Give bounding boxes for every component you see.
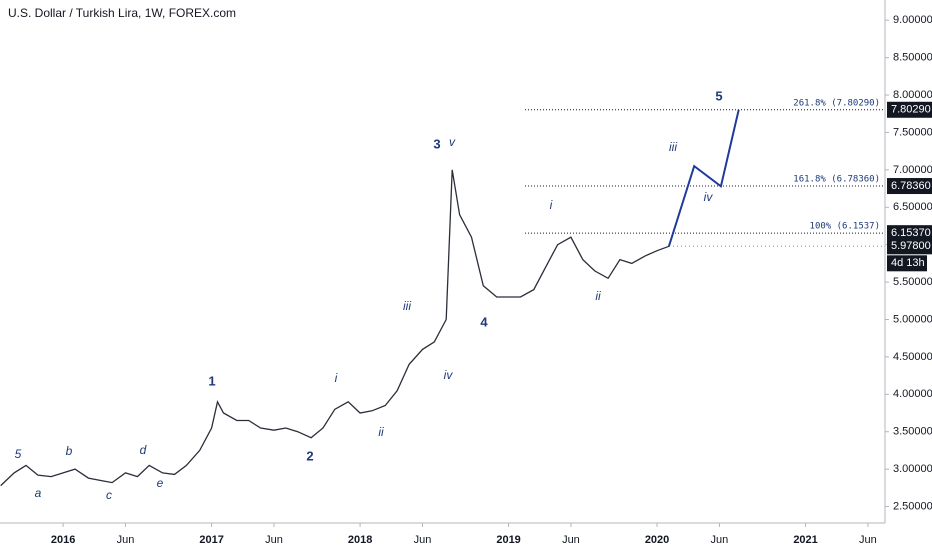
- y-tick-label: 7.00000: [893, 164, 932, 176]
- x-tick-label: 2017: [199, 534, 223, 546]
- chart-title: U.S. Dollar / Turkish Lira, 1W, FOREX.co…: [8, 6, 236, 20]
- x-tick-label: Jun: [711, 534, 729, 546]
- x-tick-label: 2019: [496, 534, 520, 546]
- wave-label: ii: [595, 289, 601, 303]
- wave-label: iv: [704, 190, 714, 204]
- x-tick-label: 2018: [348, 534, 372, 546]
- wave-label: ii: [378, 425, 384, 439]
- y-tick-label: 8.00000: [893, 89, 932, 101]
- x-tick-label: 2020: [645, 534, 669, 546]
- price-box: [887, 178, 932, 195]
- wave-label: d: [140, 443, 147, 457]
- y-tick-label: 5.50000: [893, 276, 932, 288]
- projection-line: [667, 109, 740, 247]
- wave-label: 5: [715, 88, 722, 103]
- y-tick-label: 8.50000: [893, 52, 932, 64]
- y-tick-label: 2.50000: [893, 500, 932, 512]
- price-label: 6.15370: [891, 227, 931, 239]
- y-tick-label: 9.00000: [893, 14, 932, 26]
- last-price-box: [887, 238, 932, 255]
- countdown-box: [887, 255, 927, 272]
- x-tick-label: 2021: [793, 534, 817, 546]
- fib-label: 161.8% (6.78360): [793, 175, 880, 185]
- wave-label: 2: [306, 448, 313, 463]
- wave-label: v: [449, 135, 456, 149]
- price-box: [887, 225, 932, 242]
- x-tick-label: Jun: [414, 534, 432, 546]
- y-tick-label: 3.50000: [893, 426, 932, 438]
- x-tick-label: Jun: [859, 534, 877, 546]
- y-tick-label: 5.00000: [893, 313, 932, 325]
- wave-label: iii: [403, 299, 411, 313]
- wave-label: i: [335, 371, 338, 385]
- wave-label: 3: [433, 136, 440, 151]
- x-tick-label: Jun: [117, 534, 135, 546]
- fib-label: 100% (6.1537): [810, 222, 880, 232]
- price-line: [0, 169, 670, 487]
- y-tick-label: 3.00000: [893, 463, 932, 475]
- wave-label: 5: [15, 447, 22, 461]
- wave-label: 1: [208, 373, 215, 388]
- y-tick-label: 7.50000: [893, 126, 932, 138]
- wave-label: a: [35, 486, 42, 500]
- wave-label: 4: [480, 314, 488, 329]
- wave-label: iv: [444, 368, 454, 382]
- wave-label: iii: [669, 140, 677, 154]
- y-tick-label: 6.50000: [893, 201, 932, 213]
- wave-label: c: [106, 488, 112, 502]
- price-box: [887, 101, 932, 118]
- countdown-label: 4d 13h: [891, 257, 925, 269]
- fib-label: 261.8% (7.80290): [793, 98, 880, 108]
- x-tick-label: Jun: [265, 534, 283, 546]
- last-price-label: 5.97800: [891, 240, 931, 252]
- price-label: 7.80290: [891, 104, 931, 116]
- wave-label: i: [550, 198, 553, 212]
- price-label: 6.78360: [891, 180, 931, 192]
- y-tick-label: 4.00000: [893, 388, 932, 400]
- wave-label: b: [66, 444, 73, 458]
- wave-label: e: [157, 476, 164, 490]
- x-tick-label: Jun: [562, 534, 580, 546]
- x-tick-label: 2016: [51, 534, 75, 546]
- y-tick-label: 4.50000: [893, 351, 932, 363]
